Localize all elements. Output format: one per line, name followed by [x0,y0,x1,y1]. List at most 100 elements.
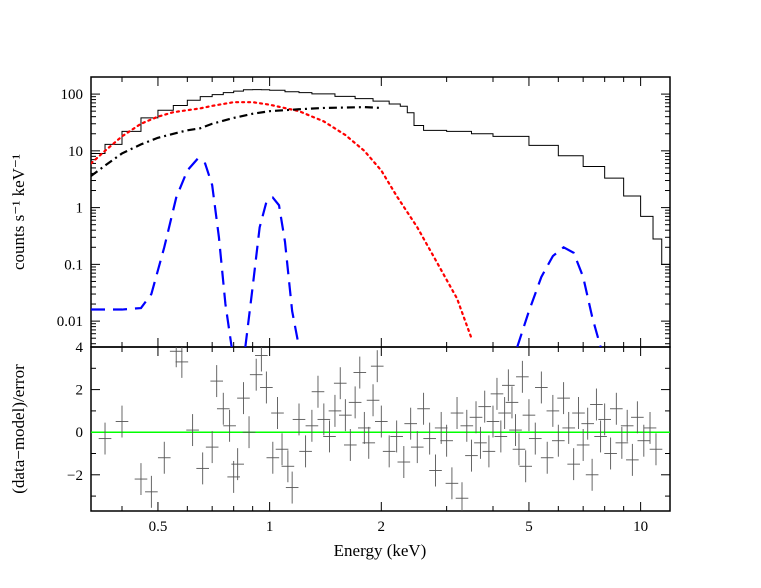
residual-y-tick-label: 0 [76,425,84,441]
residual-point [552,424,565,457]
spectrum-y-axis-label: counts s⁻¹ keV⁻¹ [9,154,28,270]
residual-point [460,409,474,442]
residual-point [333,367,347,400]
residual-point [519,450,533,483]
residual-point [186,414,199,447]
residual-point [231,448,244,481]
x-axis-label: Energy (keV) [334,541,427,560]
residual-point [255,347,268,372]
residual-point [382,435,396,468]
residual-points-layer [91,347,670,511]
residual-point [512,433,526,466]
spectrum-series-dotted-1 [91,101,473,340]
residual-point [469,401,483,434]
residual-point [339,399,352,432]
residual-point [465,439,478,472]
spectrum-series-dashed-4 [244,196,301,347]
spectrum-y-tick-label: 10 [68,144,83,160]
x-tick-label: 0.5 [149,519,168,535]
residual-point [594,420,607,453]
residual-point [410,431,424,464]
residual-point [516,360,529,393]
residual-point [631,401,644,434]
residual-point [210,365,224,398]
residual-point [649,433,663,466]
residual-point [486,405,500,438]
residual-point [374,405,388,438]
residual-point [522,399,536,432]
residual-point [494,420,508,453]
residual-point [615,426,629,459]
residual-y-tick-label: 2 [76,383,84,399]
spectrum-y-tick-label: 1 [76,201,84,217]
residual-point [557,382,570,415]
residual-point [216,392,230,425]
residual-point [482,435,496,468]
residual-point [169,347,183,368]
residual-point [249,358,263,391]
residual-point [157,441,171,474]
residual-point [445,467,459,500]
residual-point [478,390,492,423]
residual-point [343,429,357,461]
residual-point [562,411,576,444]
residual-point [237,382,250,415]
residual-point [145,475,158,508]
residual-point [610,392,623,425]
residual-point [98,422,112,455]
residual-point [620,409,634,442]
x-tick-label: 2 [378,519,386,535]
residual-point [223,409,236,442]
residual-point [546,394,560,427]
residual-point [196,452,209,485]
residual-point [311,375,325,408]
residual-point [275,433,289,466]
residual-point [490,377,504,410]
spectrum-y-tick-label: 100 [61,87,84,103]
spectrum-axis-ticks [91,77,670,347]
residual-point [509,414,522,447]
residual-point [328,394,342,427]
residual-axis-ticks [91,346,670,511]
residual-point [134,463,148,496]
residual-point [505,386,519,419]
residual-point [604,437,617,470]
residual-point [370,350,384,383]
residual-point [423,422,436,455]
residual-point [205,431,219,464]
spectrum-series-dash-dot-2 [91,105,382,177]
residual-point [271,397,284,429]
residual-point [540,441,554,474]
residual-point [404,407,418,440]
residual-point [498,397,511,429]
residual-panel-frame [90,346,671,512]
residual-point [348,386,362,419]
residual-point [285,471,299,504]
residual-point [576,429,590,461]
residual-point [590,388,603,421]
residual-point [440,424,453,457]
residual-point [643,411,657,444]
residual-y-tick-label: −2 [67,468,83,484]
residual-point [598,403,611,436]
residual-point [323,420,336,453]
residual-point [450,397,464,429]
spectrum-series-layer [91,89,670,347]
residual-point [474,426,487,459]
residual-point [390,420,403,453]
residual-point [281,450,295,483]
residual-point [535,371,548,404]
residual-point [581,407,595,440]
residual-point [353,356,367,389]
residual-point [317,403,331,436]
residual-point [115,405,129,438]
residual-point [362,426,376,459]
spectrum-panel-frame [90,76,671,348]
residual-y-tick-label: 4 [76,340,84,356]
residual-point [417,392,430,425]
residual-point [242,416,256,449]
x-tick-label: 10 [633,519,648,535]
residual-point [175,347,189,378]
x-tick-label: 5 [525,519,533,535]
